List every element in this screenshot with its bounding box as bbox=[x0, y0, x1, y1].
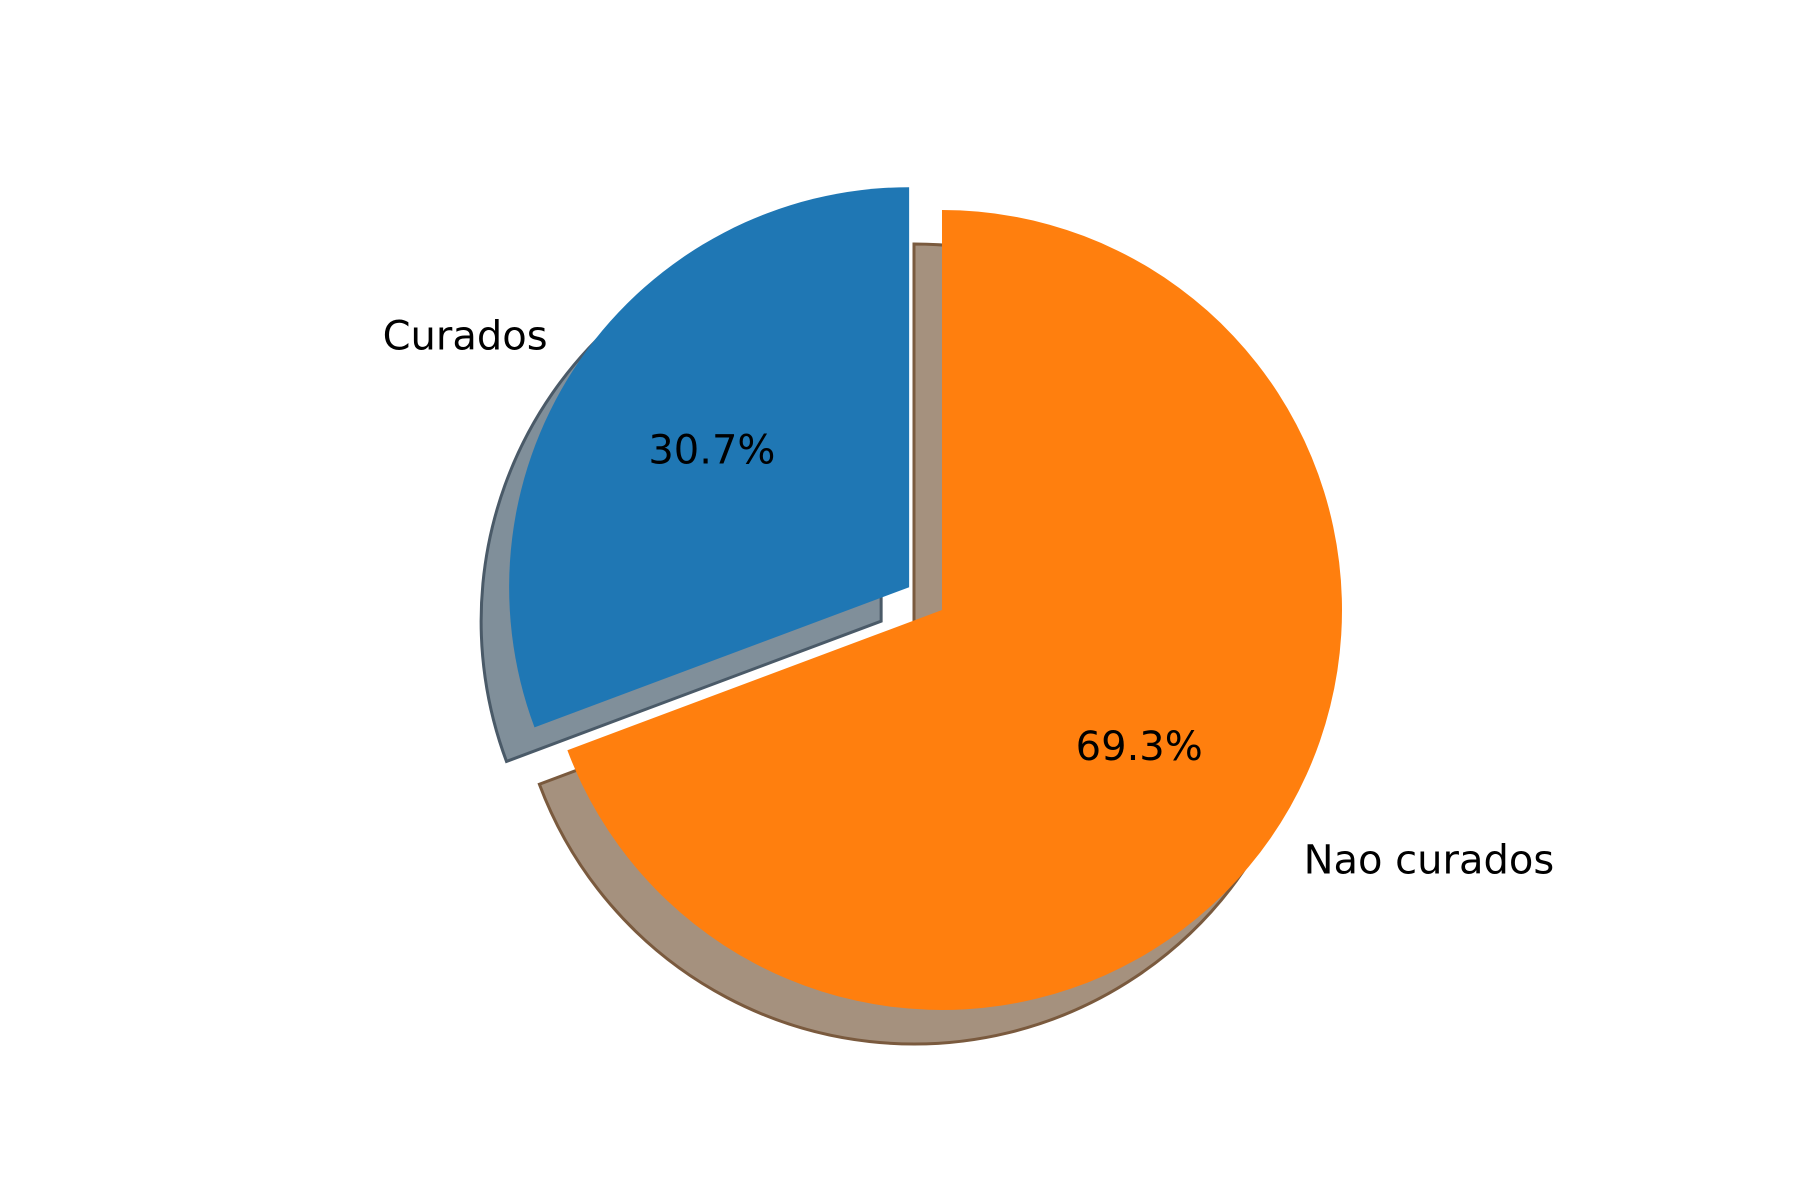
label-layer: 30.7% Curados 69.3% Nao curados bbox=[383, 313, 1555, 883]
slice-nao-curados bbox=[567, 210, 1343, 1010]
slice-layer bbox=[509, 187, 1343, 1010]
pct-label-curados: 30.7% bbox=[648, 427, 775, 473]
slice-label-nao-curados: Nao curados bbox=[1304, 838, 1555, 884]
slice-label-curados: Curados bbox=[383, 313, 548, 359]
slice-curados bbox=[509, 187, 910, 728]
pct-label-nao-curados: 69.3% bbox=[1076, 724, 1203, 770]
